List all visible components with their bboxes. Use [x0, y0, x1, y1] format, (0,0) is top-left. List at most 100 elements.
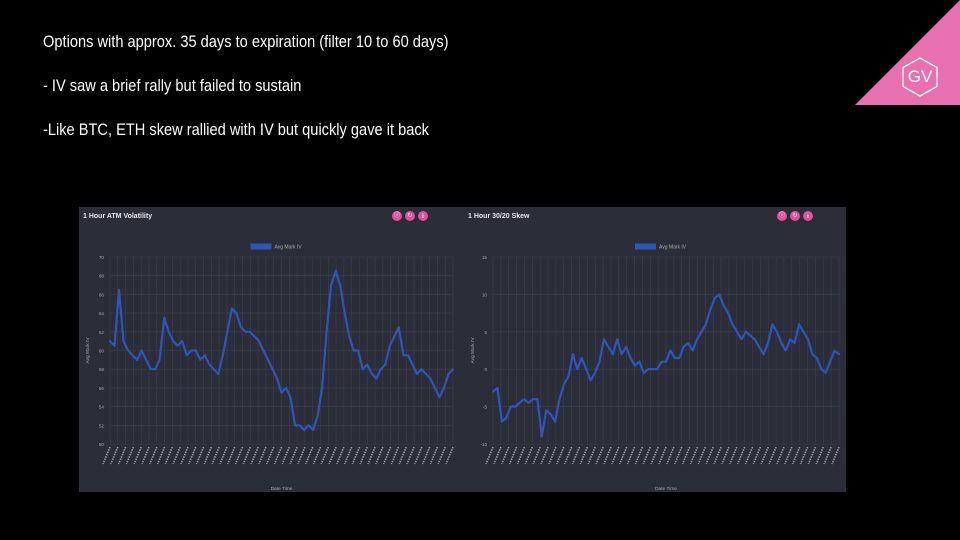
data-point [669, 349, 672, 352]
x-tick-label [681, 446, 691, 465]
x-tick-label [336, 446, 345, 465]
refresh-icon[interactable]: ↻ [405, 211, 415, 221]
data-point [411, 363, 414, 366]
x-tick-label [500, 446, 510, 465]
data-point [722, 304, 725, 307]
x-tick-label [421, 446, 431, 465]
data-point [838, 353, 840, 356]
x-tick-label [172, 446, 181, 465]
data-point [811, 353, 814, 356]
y-tick-label: 62 [99, 330, 105, 335]
data-point [375, 377, 378, 380]
data-point [447, 372, 450, 375]
data-point [682, 345, 685, 348]
x-tick-label [250, 446, 259, 465]
skew-title: 1 Hour 30/20 Skew [468, 213, 530, 220]
data-point [744, 330, 747, 333]
data-point [833, 349, 836, 352]
info-icon[interactable]: ⓘ [777, 211, 787, 221]
x-tick-label [312, 446, 322, 465]
data-point [388, 344, 391, 347]
data-point [758, 345, 761, 348]
y-axis-label: Avg Mark IV [85, 337, 91, 364]
data-point [700, 330, 703, 333]
x-tick-label [304, 446, 314, 465]
x-tick-label [705, 446, 714, 465]
x-tick-label [587, 446, 596, 465]
x-tick-label [125, 446, 135, 465]
y-tick-label: 58 [99, 367, 105, 372]
logo-triangle [855, 0, 960, 105]
download-icon[interactable]: ⤓ [803, 211, 813, 221]
data-point [307, 424, 310, 427]
download-icon[interactable]: ⤓ [418, 211, 428, 221]
atm-chart-toolbar: ⓘ ↻ ⤓ [392, 211, 428, 221]
data-point [554, 420, 557, 423]
bullet-line-2: - IV saw a brief rally but failed to sus… [43, 76, 302, 95]
x-tick-label [752, 446, 762, 465]
data-point [452, 368, 454, 371]
data-point [348, 335, 351, 338]
data-point [580, 357, 583, 359]
atm-volatility-chart: 50 52 54 56 58 60 62 64 66 68 70 Avg Mark IV Avg Mar… [85, 243, 454, 492]
legend-swatch [635, 243, 656, 250]
data-point [549, 413, 552, 416]
x-tick-label [219, 446, 228, 465]
data-point [531, 398, 534, 401]
x-tick-label [203, 446, 213, 465]
x-tick-label [445, 446, 454, 465]
legend-label: Avg Mark IV [659, 245, 687, 251]
data-point [149, 368, 152, 371]
x-tick-label [149, 446, 158, 465]
data-point [567, 375, 570, 378]
refresh-icon[interactable]: ↻ [790, 211, 800, 221]
x-tick-label [437, 446, 446, 465]
x-tick-label [626, 446, 636, 465]
x-tick-label [768, 446, 777, 465]
x-tick-label [297, 446, 306, 465]
data-point [660, 360, 663, 363]
y-tick-label: 64 [99, 311, 105, 316]
y-tick-label: 68 [99, 274, 105, 279]
data-point [235, 312, 238, 315]
data-point [131, 354, 134, 357]
info-icon[interactable]: ⓘ [392, 211, 402, 221]
y-tick-label: 50 [99, 442, 105, 447]
data-point [185, 354, 188, 357]
data-point [357, 349, 360, 352]
data-point [221, 354, 224, 357]
x-tick-label [618, 446, 628, 465]
data-point [514, 405, 517, 408]
x-tick-label [516, 446, 526, 465]
y-tick-label: 52 [99, 423, 105, 428]
x-tick-label [729, 446, 738, 465]
data-point [402, 354, 405, 357]
x-axis-label: Date Time [655, 486, 677, 492]
data-point [109, 340, 111, 343]
x-tick-label [831, 446, 840, 465]
y-tick-label: -5 [483, 405, 488, 410]
data-point [262, 349, 265, 352]
data-point [325, 330, 328, 333]
bullet-line-1: Options with approx. 35 days to expirati… [43, 32, 449, 51]
x-tick-label [673, 446, 683, 465]
data-point [687, 342, 690, 344]
x-tick-label [429, 446, 439, 465]
data-point [384, 363, 387, 366]
x-tick-label [603, 446, 612, 465]
data-point [789, 338, 792, 341]
data-point [276, 377, 278, 380]
x-tick-label [744, 446, 754, 465]
y-tick-label: 10 [482, 292, 488, 297]
x-tick-label [367, 446, 376, 465]
data-point [625, 345, 628, 348]
x-tick-label [289, 446, 298, 465]
data-point [176, 344, 179, 347]
data-point [771, 323, 774, 326]
data-point [321, 386, 324, 389]
data-point [172, 340, 175, 343]
logo-text: GV [908, 67, 933, 86]
x-tick-label [540, 446, 549, 465]
data-point [339, 284, 342, 287]
x-tick-label [776, 446, 785, 465]
